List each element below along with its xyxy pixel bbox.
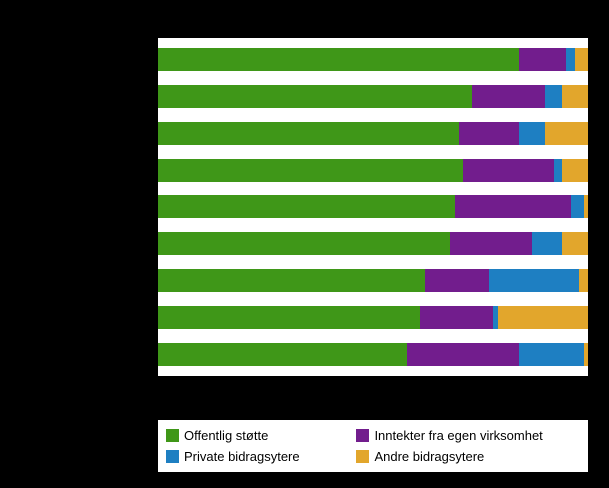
bar-segment [158,84,472,108]
bar-segment [544,121,588,145]
legend-item: Inntekter fra egen virksomhet [356,429,580,442]
bar-segment [459,121,520,145]
stacked-bar [158,269,588,293]
stacked-bar [158,195,588,219]
bar-segment [158,195,455,219]
stacked-bar [158,342,588,366]
stacked-bar [158,84,588,108]
bar-segment [424,269,490,293]
stacked-bar [158,158,588,182]
bar-segment [471,84,545,108]
bar-segment [158,306,421,330]
bar-segment [544,84,563,108]
bar-segment [562,84,588,108]
bar-segment [158,269,425,293]
bar-segment [562,232,588,256]
plot-area [158,38,588,376]
bar-segment [158,232,451,256]
bar-segment [562,158,588,182]
bar-segment [454,195,571,219]
legend-label: Inntekter fra egen virksomhet [374,428,543,443]
bar-segment [158,121,459,145]
bar-segment [532,232,563,256]
bar-segment [158,47,520,71]
bar-segment [519,47,567,71]
bar-segment [579,269,588,293]
bar-segment [420,306,494,330]
legend-item: Offentlig støtte [166,429,356,442]
stacked-bar [158,47,588,71]
bar-segment [450,232,533,256]
bar-segment [553,158,563,182]
bar-segment [407,342,520,366]
legend-swatch-icon [166,450,179,463]
stacked-bar [158,232,588,256]
stacked-bar [158,306,588,330]
bar-segment [497,306,588,330]
bar-segment [583,342,588,366]
chart-legend: Offentlig støtte Inntekter fra egen virks… [158,420,588,472]
bar-segment [570,195,584,219]
bar-segment [158,342,408,366]
bar-segment [489,269,580,293]
stacked-bar [158,121,588,145]
bar-segment [566,47,576,71]
legend-swatch-icon [356,429,370,442]
bar-segment [519,342,584,366]
legend-item: Andre bidragsytere [356,450,580,463]
bar-segment [583,195,588,219]
legend-item: Private bidragsytere [166,450,356,463]
legend-swatch-icon [166,429,179,442]
legend-label: Private bidragsytere [184,449,300,464]
bar-segment [463,158,554,182]
bar-segment [575,47,588,71]
legend-label: Andre bidragsytere [374,449,485,464]
legend-label: Offentlig støtte [184,428,269,443]
bar-segment [519,121,545,145]
bar-segment [158,158,464,182]
legend-swatch-icon [356,450,370,463]
bar-segment [493,306,498,330]
